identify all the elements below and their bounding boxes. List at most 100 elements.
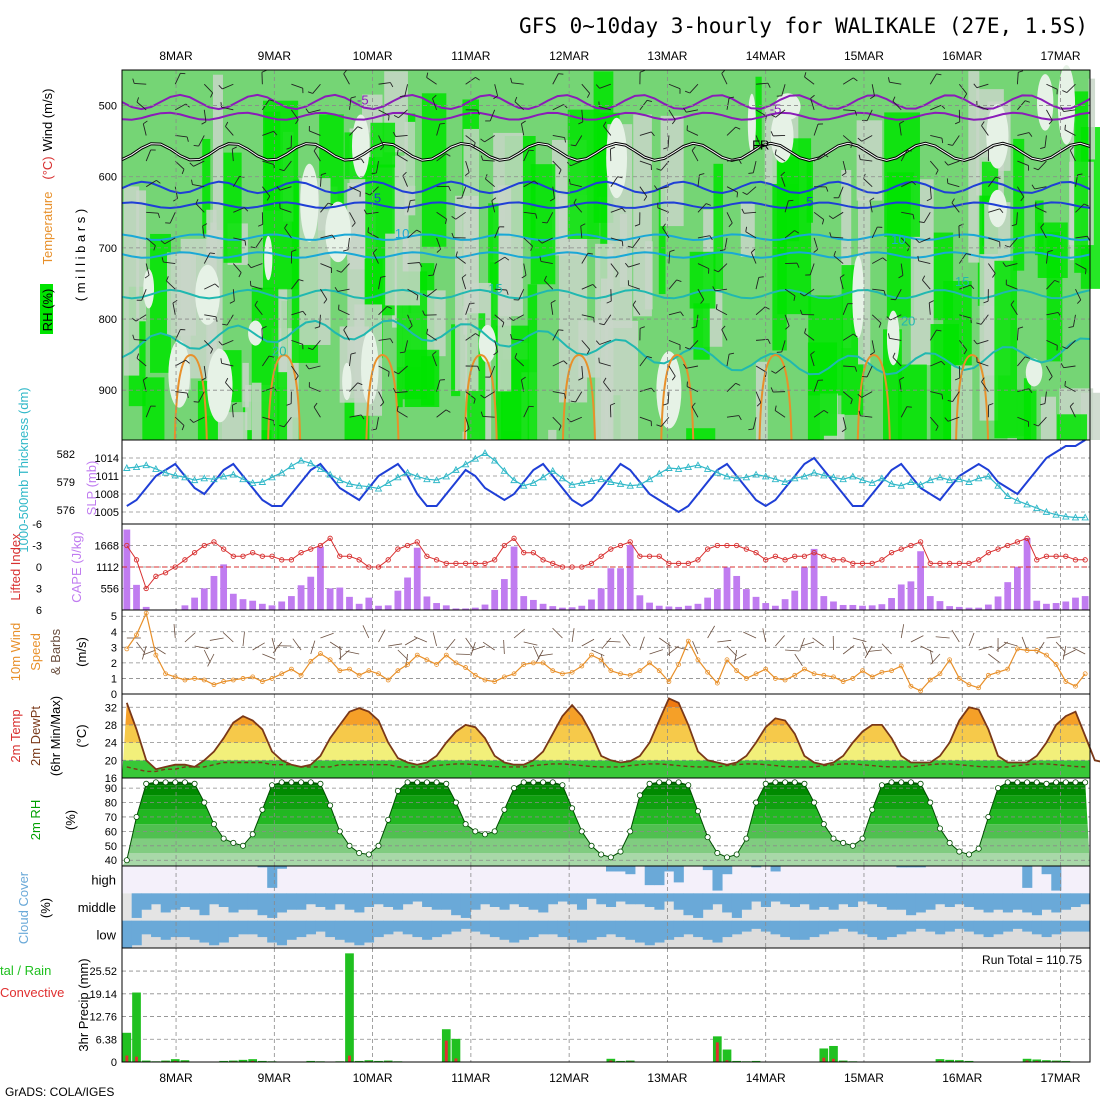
cloud-bar	[218, 893, 229, 907]
wind-barb-flag	[475, 333, 480, 337]
rh-marker	[995, 785, 1002, 792]
li-marker	[124, 542, 130, 549]
wind-speed-marker	[376, 671, 381, 677]
thickness-marker	[558, 474, 567, 482]
wind-barb	[436, 153, 447, 162]
rh-marker	[307, 779, 314, 786]
wind-barb-flag	[542, 221, 548, 224]
wind-barb	[871, 314, 882, 324]
wind-barb-flag	[973, 339, 978, 345]
cloud-bar	[557, 893, 568, 902]
li-marker	[404, 542, 411, 549]
wind-speed-marker	[1073, 683, 1078, 689]
top-day-labels: 8MAR 9MAR 10MAR 11MAR 12MAR 13MAR 14MAR 15MAR 16…	[159, 49, 1080, 63]
wind-barb-flag	[662, 223, 666, 229]
wind-barb	[134, 339, 147, 341]
isotherm-line	[121, 201, 1091, 210]
wind-barb	[413, 636, 428, 643]
day-label-top: 16MAR	[942, 49, 982, 63]
wind-barb	[482, 415, 495, 418]
wind-barb-flag	[988, 146, 994, 150]
wind-barb-flag	[886, 316, 891, 321]
wind-barb	[404, 340, 408, 353]
wind-speed-marker	[1053, 662, 1059, 667]
cape-bar	[965, 607, 973, 610]
wind-barb-flag	[279, 425, 285, 428]
cloud-bar	[1022, 893, 1033, 913]
ylabel-cloud: Cloud Cover	[16, 871, 31, 944]
wind-barb	[686, 129, 699, 136]
day-label-top: 14MAR	[746, 49, 786, 63]
cloud-bar	[615, 920, 626, 938]
wind-barb	[203, 340, 213, 350]
cloud-bar	[722, 866, 733, 875]
li-tick-label: 6	[36, 605, 42, 617]
wind-barb-flag	[821, 219, 825, 225]
wind-barb-flag	[738, 159, 742, 164]
wind-barb-flag	[793, 295, 796, 301]
wind-barb-flag	[225, 377, 229, 383]
wind-barb	[184, 632, 196, 643]
li-marker	[927, 560, 933, 567]
wind-barb	[839, 277, 844, 290]
cloud-bar	[160, 893, 171, 913]
wind-speed-marker	[511, 671, 517, 677]
wind-barb	[920, 645, 934, 653]
wind-barb-flag	[254, 300, 258, 306]
rh-dry-patch	[852, 256, 865, 338]
cape-bar	[288, 596, 295, 610]
wind-barb	[1072, 647, 1086, 655]
thickness-line	[126, 452, 1086, 519]
cloud-bar	[731, 893, 742, 918]
wind-barb	[717, 639, 732, 643]
wind-barb-flag	[1020, 196, 1025, 202]
cloud-bar	[567, 920, 578, 940]
wind-barb	[610, 237, 623, 242]
wind-barb-flag	[888, 333, 890, 339]
cloud-bar	[489, 920, 500, 938]
wind-barb	[958, 83, 968, 94]
rh-marker	[665, 779, 672, 786]
wind-barb-flag	[963, 93, 968, 99]
rh-marker	[578, 828, 585, 835]
wind-barb	[649, 649, 663, 655]
wind-barb-flag	[963, 349, 968, 355]
rh-marker	[656, 779, 663, 786]
wind-barb-flag	[919, 221, 925, 224]
cloud-bar	[305, 893, 316, 905]
wind-barb-flag	[261, 69, 267, 73]
wind-barb-flag	[691, 326, 697, 329]
cloud-bar	[693, 920, 704, 938]
rh-marker	[830, 835, 837, 842]
wind-barb	[544, 280, 554, 290]
wind-barb-flag	[258, 223, 263, 227]
wind-barb-flag	[191, 179, 193, 185]
wind-barb-flag	[570, 400, 576, 403]
wind-barb	[494, 226, 500, 239]
precip-convective-bar	[832, 1058, 835, 1062]
wind-speed-marker	[472, 672, 478, 678]
wind-barb-flag	[751, 248, 756, 253]
rh-marker	[511, 785, 518, 792]
rh-marker	[685, 782, 692, 789]
thickness-marker	[645, 475, 654, 483]
wind-barb-flag	[1068, 326, 1074, 329]
contour-label: 20	[901, 314, 915, 329]
wind-barb-flag	[185, 359, 190, 364]
cloud-bar	[499, 893, 510, 910]
rh-marker	[443, 780, 450, 787]
rh-patch	[1040, 396, 1056, 440]
wind-barb-flag	[1077, 299, 1082, 304]
wind-barb	[494, 340, 499, 353]
cloud-bar	[964, 893, 975, 907]
contour-label: 5	[374, 191, 381, 206]
wind-barb-flag	[669, 249, 675, 252]
cloud-bar	[160, 920, 171, 940]
wind-barb	[173, 624, 176, 639]
precip-total-bar	[722, 1049, 732, 1062]
wind-barb	[514, 101, 525, 111]
wind-speed-marker	[802, 666, 807, 672]
cloud-bar	[189, 920, 200, 940]
wind-barb-flag	[313, 402, 318, 408]
